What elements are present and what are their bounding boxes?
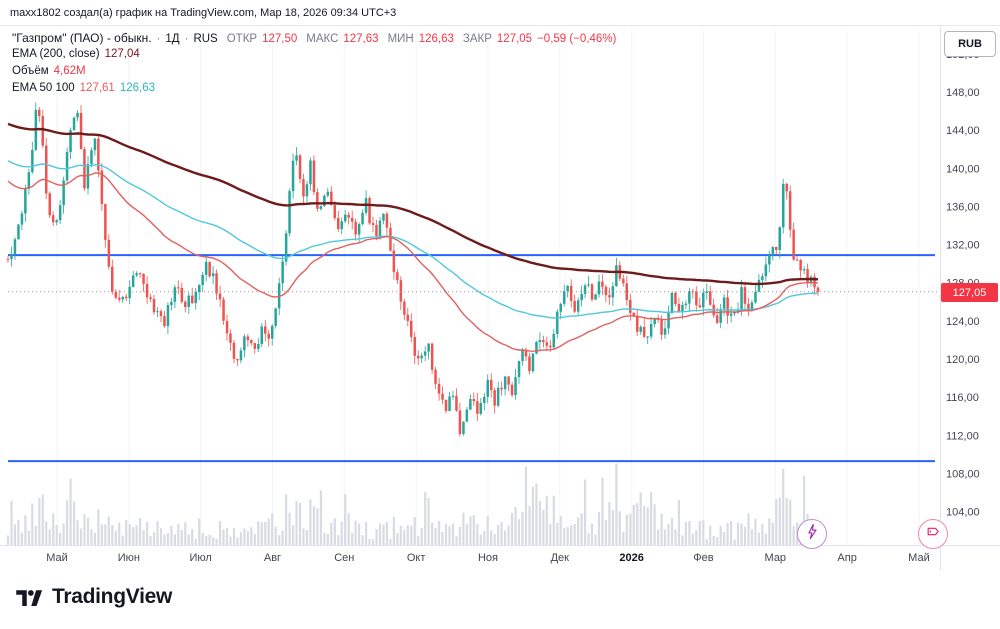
time-axis-tick: Май bbox=[908, 552, 930, 564]
time-axis-tick: Ноя bbox=[478, 552, 498, 564]
ema-200-line bbox=[7, 122, 819, 286]
ema100-value: 126,63 bbox=[119, 82, 156, 94]
separator-dot: · bbox=[184, 33, 189, 45]
ema50-100-label: EMA 50 100 bbox=[12, 82, 75, 94]
price-label-icon bbox=[925, 523, 942, 545]
tradingview-logo[interactable]: TradingView bbox=[14, 585, 172, 609]
time-axis-tick: Авг bbox=[264, 552, 281, 564]
time-axis-tick: Июл bbox=[189, 552, 211, 564]
time-axis-tick: Май bbox=[46, 552, 68, 564]
chart-legend: "Газпром" (ПАО) - обыкн. · 1Д · RUS ОТКР… bbox=[12, 31, 616, 99]
currency-button[interactable]: RUB bbox=[944, 31, 996, 57]
time-axis-tick: Апр bbox=[837, 552, 856, 564]
price-axis-tick: 116,00 bbox=[946, 392, 979, 404]
price-axis-tick: 136,00 bbox=[946, 201, 980, 213]
last-price-badge: 127,05 bbox=[941, 283, 998, 302]
price-axis-tick: 112,00 bbox=[946, 430, 979, 442]
tradingview-logo-icon bbox=[14, 587, 44, 607]
ema50-value: 127,61 bbox=[79, 82, 115, 94]
ema200-legend-row[interactable]: EMA (200, close) 127,04 bbox=[12, 48, 616, 65]
ema50-100-legend-row[interactable]: EMA 50 100 127,61 126,63 bbox=[12, 82, 616, 99]
price-axis-tick: 148,00 bbox=[946, 87, 980, 99]
price-axis-tick: 132,00 bbox=[946, 240, 980, 252]
low-value: 126,63 bbox=[418, 33, 454, 45]
price-axis-tick: 124,00 bbox=[946, 316, 980, 328]
time-axis-tick: Дек bbox=[551, 552, 570, 564]
symbol-legend-row[interactable]: "Газпром" (ПАО) - обыкн. · 1Д · RUS ОТКР… bbox=[12, 31, 616, 48]
flash-icon-button[interactable] bbox=[797, 519, 827, 549]
price-axis-tick: 108,00 bbox=[946, 469, 980, 481]
attribution-text: maxx1802 создал(а) график на TradingView… bbox=[10, 7, 397, 19]
volume-value: 4,62M bbox=[53, 65, 86, 77]
exchange-label: RUS bbox=[193, 33, 218, 45]
price-axis-tick: 120,00 bbox=[946, 354, 980, 366]
price-axis-tick: 144,00 bbox=[946, 125, 980, 137]
close-label: ЗАКР bbox=[462, 33, 492, 45]
separator-dot: · bbox=[156, 33, 161, 45]
price-chart-canvas[interactable]: Май Июн Июл Авг Сен Окт Ноя Дек 2026 Фев Мар Апр Май… bbox=[0, 0, 1000, 575]
time-axis-tick: Окт bbox=[407, 552, 426, 564]
time-axis-tick: Июн bbox=[118, 552, 140, 564]
interval-label: 1Д bbox=[165, 33, 180, 45]
events-icon-button[interactable] bbox=[918, 519, 948, 549]
close-value: 127,05 bbox=[496, 33, 533, 45]
high-label: МАКС bbox=[306, 33, 339, 45]
open-label: ОТКР bbox=[226, 33, 258, 45]
ema-50-line bbox=[7, 172, 819, 352]
symbol-title: "Газпром" (ПАО) - обыкн. bbox=[12, 31, 152, 45]
lightning-icon bbox=[804, 523, 821, 545]
low-label: МИН bbox=[387, 33, 414, 45]
change-value: −0,59 (−0,46%) bbox=[537, 33, 617, 45]
ema200-value: 127,04 bbox=[104, 48, 140, 60]
time-axis-tick: Сен bbox=[334, 552, 354, 564]
high-value: 127,63 bbox=[343, 33, 379, 45]
ema200-label: EMA (200, close) bbox=[12, 48, 100, 60]
ema-100-line bbox=[7, 160, 818, 319]
time-axis-tick: Мар bbox=[765, 552, 787, 564]
open-value: 127,50 bbox=[262, 33, 298, 45]
time-axis-tick: Фев bbox=[693, 552, 713, 564]
tradingview-logo-text: TradingView bbox=[52, 585, 173, 608]
grid-layer bbox=[56, 30, 920, 545]
volume-layer bbox=[6, 463, 820, 545]
price-axis-tick: 104,00 bbox=[946, 507, 980, 519]
time-axis-tick: 2026 bbox=[619, 552, 643, 564]
price-axis-tick: 140,00 bbox=[946, 163, 980, 175]
volume-legend-row[interactable]: Объём 4,62M bbox=[12, 65, 616, 82]
volume-label: Объём bbox=[12, 65, 49, 77]
